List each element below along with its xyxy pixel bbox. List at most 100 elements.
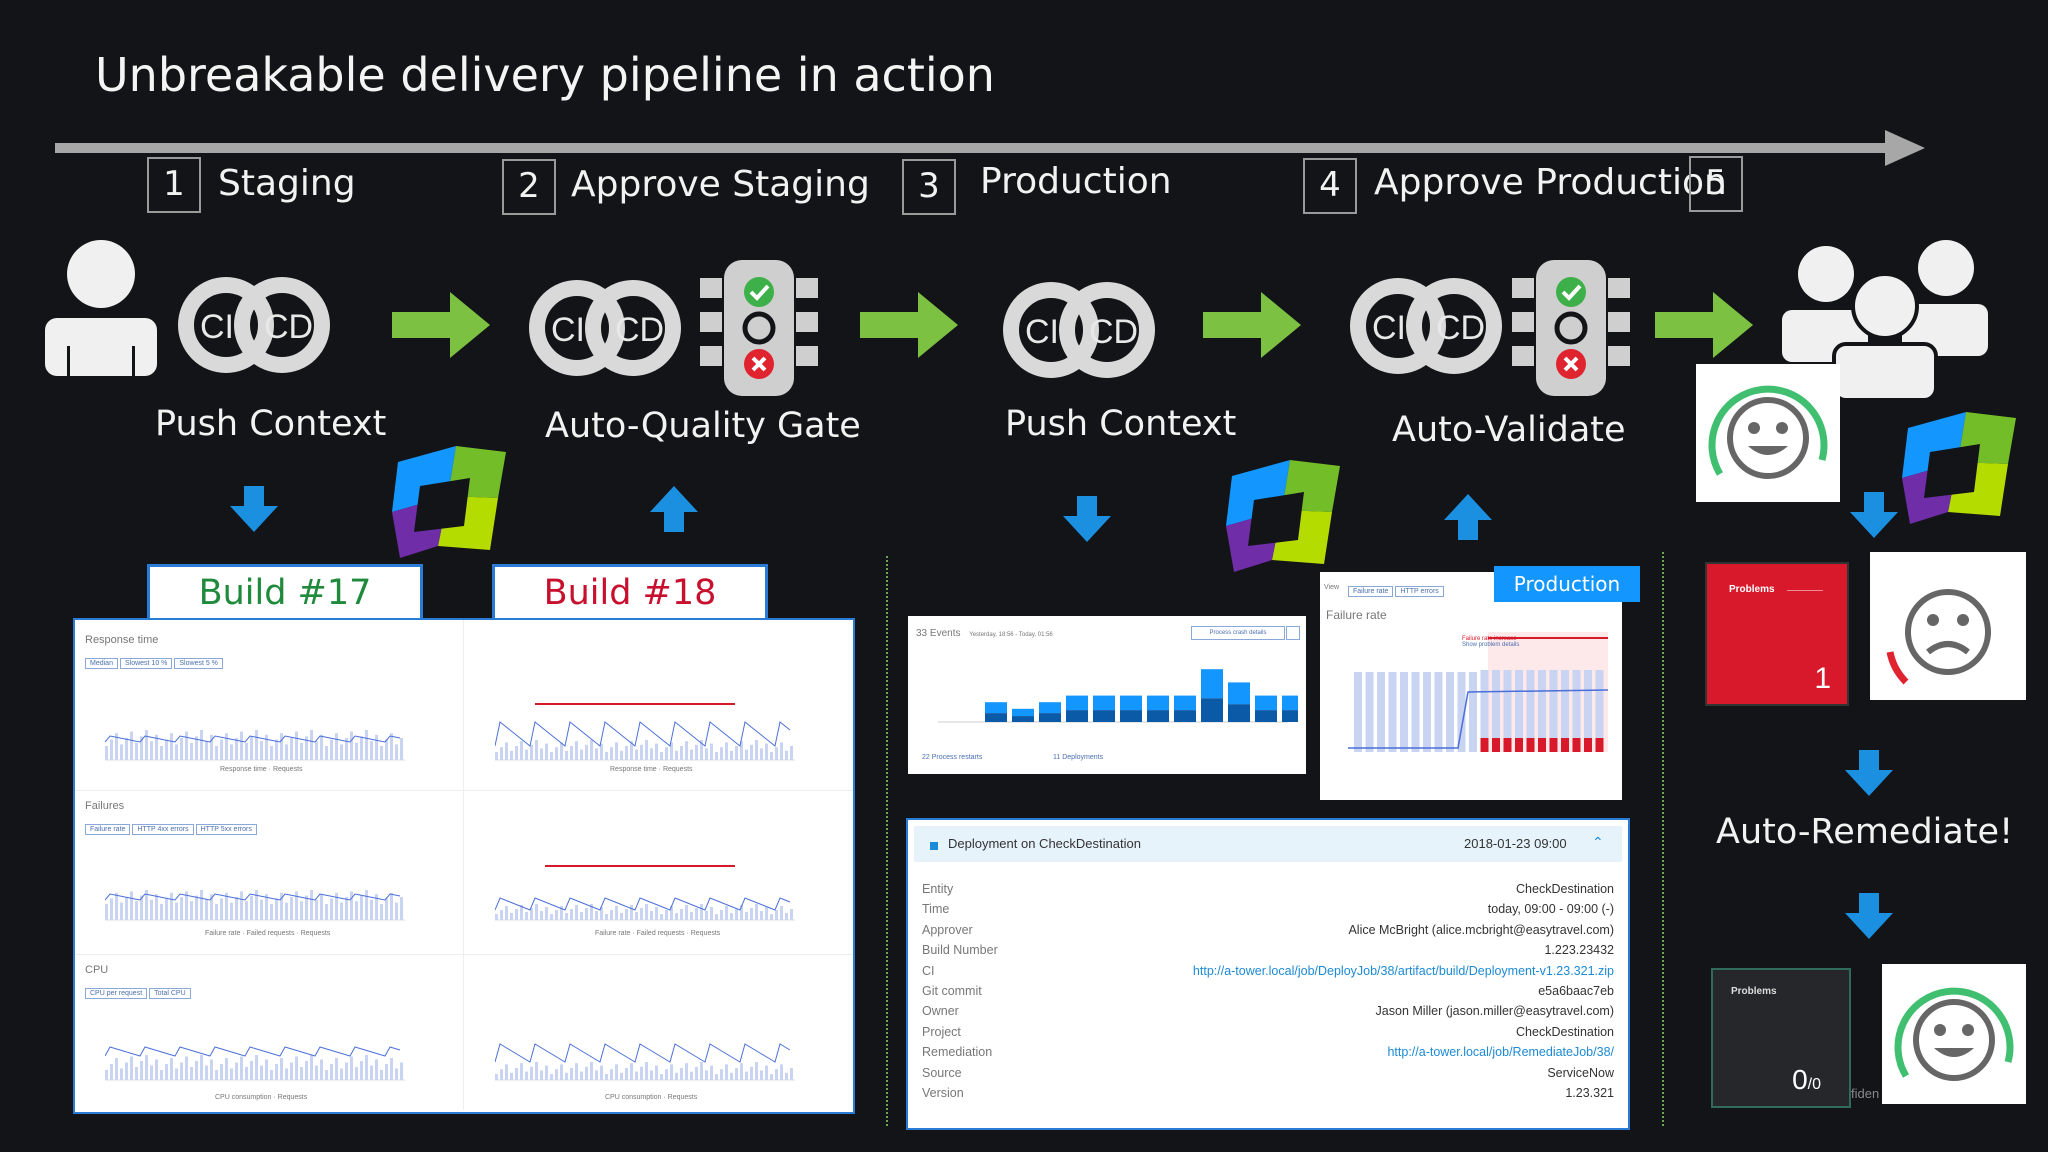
- deployment-link[interactable]: http://a-tower.local/job/DeployJob/38/ar…: [1192, 963, 1614, 978]
- tab-http-errors[interactable]: HTTP errors: [1395, 586, 1444, 597]
- chart-bar: [685, 741, 688, 760]
- chart-bar: [705, 748, 708, 760]
- chart-bar: [735, 1068, 738, 1080]
- chip-slowest-5[interactable]: Slowest 5 %: [174, 658, 223, 669]
- chart-bar: [645, 1062, 648, 1080]
- failed-bar: [1526, 738, 1535, 752]
- collapse-chevron-icon[interactable]: ⌃: [1592, 834, 1604, 850]
- failures-legend: Failure rate · Failed requests · Request…: [205, 930, 331, 937]
- chart-bar: [290, 897, 293, 920]
- failed-bar: [1515, 738, 1523, 752]
- users-group-icon: [1782, 240, 1988, 400]
- build-17-tab[interactable]: Build #17: [147, 564, 423, 626]
- chart-bar: [360, 895, 363, 920]
- chart-bar: [150, 899, 153, 920]
- deployment-header[interactable]: Deployment on CheckDestination 2018-01-2…: [914, 826, 1622, 862]
- svg-text:CI: CI: [551, 311, 585, 349]
- problems-tile-dark[interactable]: Problems 0/0: [1711, 968, 1851, 1108]
- chart-bar: [225, 733, 228, 760]
- chart-bar: [265, 734, 268, 760]
- events-bar-restarts: [1174, 710, 1196, 722]
- chip-failure-rate[interactable]: Failure rate: [85, 824, 131, 835]
- chart-bar: [545, 743, 548, 760]
- chart-bar: [780, 1064, 783, 1080]
- chip-http-5xx[interactable]: HTTP 5xx errors: [195, 824, 257, 835]
- chart-bar: [565, 913, 568, 920]
- chart-bar: [575, 741, 578, 760]
- ci-cd-icon: CI CD: [1350, 278, 1502, 374]
- deployment-row: Approver Alice McBright (alice.mcbright@e…: [922, 923, 1614, 943]
- events-bar-restarts: [1228, 704, 1250, 722]
- chip-http-4xx[interactable]: HTTP 4xx errors: [132, 824, 194, 835]
- process-crash-details-button[interactable]: Process crash details: [1191, 626, 1285, 640]
- chart-bar: [400, 897, 403, 920]
- chart-bar: [315, 741, 318, 760]
- chart-bar: [140, 895, 143, 920]
- chart-bar: [315, 1065, 318, 1080]
- failure-rate-panel: View Failure rate HTTP errors Failure rat…: [1320, 572, 1622, 800]
- chart-bar: [520, 905, 523, 920]
- svg-text:CI: CI: [200, 308, 234, 346]
- failures-legend: Failure rate · Failed requests · Request…: [595, 930, 721, 937]
- chart-bar: [790, 1068, 793, 1080]
- build-18-tab[interactable]: Build #18: [492, 564, 768, 626]
- deployment-value: ServiceNow: [1547, 1065, 1614, 1080]
- chart-bar: [240, 731, 243, 760]
- arrow-down-icon: [1845, 893, 1893, 939]
- chart-bar: [235, 1062, 238, 1080]
- chart-bar: [140, 1061, 143, 1080]
- deployment-value: CheckDestination: [1516, 1024, 1614, 1039]
- chart-bar: [345, 738, 348, 760]
- chart-bar: [655, 907, 658, 920]
- response-time-chart-build18: [495, 703, 795, 761]
- problems-tile-red[interactable]: Problems 1: [1705, 562, 1849, 706]
- chart-bar: [320, 894, 323, 920]
- chart-bar: [620, 750, 623, 760]
- chip-median[interactable]: Median: [85, 658, 118, 669]
- deployment-link[interactable]: http://a-tower.local/job/RemediateJob/38…: [1387, 1045, 1614, 1060]
- chip-total-cpu[interactable]: Total CPU: [149, 988, 191, 999]
- chart-bar: [540, 748, 543, 760]
- failed-bar: [1595, 738, 1604, 752]
- chart-bar: [550, 914, 553, 920]
- chart-bar: [130, 891, 133, 920]
- chart-bar: [270, 1070, 273, 1080]
- caption-auto-quality-gate: Auto-Quality Gate: [545, 406, 861, 446]
- chart-bar: [300, 742, 303, 760]
- chart-bar: [320, 734, 323, 760]
- chart-bar: [235, 897, 238, 920]
- chart-bar: [185, 731, 188, 760]
- chart-bar: [215, 1070, 218, 1080]
- chart-bar: [1457, 672, 1466, 752]
- chart-bar: [500, 747, 503, 760]
- chart-bar: [720, 910, 723, 920]
- chart-bar: [695, 744, 698, 760]
- chart-bar: [515, 909, 518, 920]
- chart-bar: [360, 736, 363, 760]
- chart-bar: [745, 1071, 748, 1080]
- chart-bar: [640, 1066, 643, 1080]
- tab-failure-rate[interactable]: Failure rate: [1348, 586, 1394, 597]
- dropdown-button[interactable]: [1286, 626, 1300, 640]
- chart-bar: [285, 902, 288, 920]
- chart-bar: [685, 905, 688, 920]
- chart-bar: [245, 901, 248, 920]
- deployment-title: Deployment on CheckDestination: [948, 836, 1141, 851]
- chart-bar: [675, 1072, 678, 1080]
- chart-bar: [385, 739, 388, 760]
- chart-bar: [340, 1068, 343, 1080]
- chart-bar: [710, 743, 713, 760]
- chip-cpu-per-request[interactable]: CPU per request: [85, 988, 148, 999]
- chart-bar: [385, 1064, 388, 1080]
- chart-bar: [230, 1068, 233, 1080]
- chart-bar: [630, 905, 633, 920]
- chart-bar: [1503, 670, 1512, 752]
- chart-bar: [765, 1065, 768, 1080]
- chart-bar: [510, 913, 513, 920]
- chart-bar: [205, 899, 208, 920]
- deployment-key: Source: [922, 1065, 962, 1080]
- chart-bar: [245, 1067, 248, 1080]
- chip-slowest-10[interactable]: Slowest 10 %: [119, 658, 173, 669]
- chart-bar: [335, 733, 338, 760]
- chart-bar: [690, 912, 693, 920]
